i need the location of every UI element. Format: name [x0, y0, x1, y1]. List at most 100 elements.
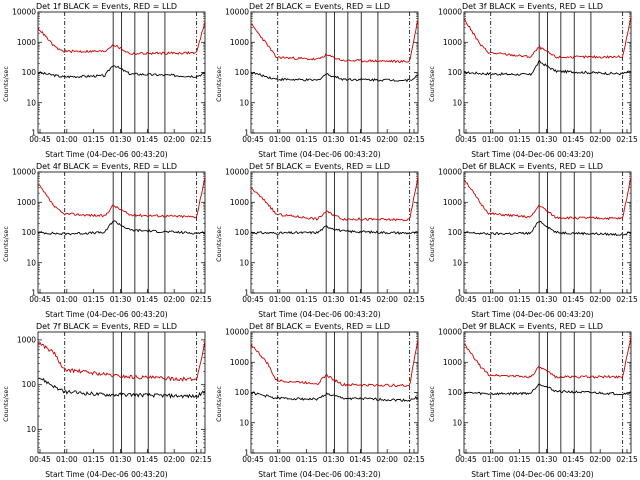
- x-tick-label: 01:30: [536, 295, 558, 304]
- x-tick-label: 00:45: [29, 135, 51, 144]
- y-tick-label: 100: [235, 68, 250, 77]
- lld-series-line: [250, 19, 419, 64]
- panel-plot: 1 10 100 1000 10000 00:45 01:00 01:15 01:30 01:45…: [225, 328, 425, 465]
- y-tick-label: 100: [448, 388, 463, 397]
- x-tick-label: 00:45: [29, 295, 51, 304]
- y-tick-label: 10: [239, 418, 249, 427]
- y-tick-label: 1: [244, 449, 249, 458]
- y-tick-label: 1000: [17, 198, 36, 207]
- x-tick-label: 00:45: [242, 135, 264, 144]
- y-tick-label: 10: [239, 258, 249, 267]
- y-tick-label: 1000: [230, 198, 249, 207]
- y-axis-label: Counts/sec: [215, 226, 223, 262]
- y-tick-label: 100: [235, 388, 250, 397]
- x-tick-label: 00:45: [242, 455, 264, 464]
- x-tick-label: 02:00: [589, 455, 611, 464]
- lld-series-line: [463, 16, 632, 59]
- x-axis-label: Start Time (04-Dec-06 00:43:20): [258, 150, 381, 159]
- lld-series-line: [250, 338, 419, 388]
- y-tick-label: 1: [31, 129, 36, 138]
- x-tick-label: 01:00: [482, 135, 504, 144]
- x-tick-label: 01:45: [350, 455, 372, 464]
- y-tick-label: 1: [244, 289, 249, 298]
- y-tick-label: 1: [457, 289, 462, 298]
- x-tick-label: 02:15: [403, 295, 425, 304]
- x-axis-label: Start Time (04-Dec-06 00:43:20): [45, 150, 168, 159]
- panel-title: Det 9f BLACK = Events, RED = LLD: [461, 322, 604, 331]
- y-tick-label: 10000: [438, 8, 462, 17]
- x-tick-label: 01:15: [296, 295, 318, 304]
- panel-plot: 1 10 100 1000 10000 00:45 01:00 01:15 01:30 01:45…: [438, 168, 638, 305]
- x-tick-label: 01:15: [296, 455, 318, 464]
- x-tick-label: 01:00: [56, 455, 78, 464]
- x-tick-label: 02:00: [163, 455, 185, 464]
- events-series-line: [250, 225, 419, 235]
- y-tick-label: 10000: [225, 168, 249, 177]
- events-series-line: [37, 377, 206, 399]
- x-tick-label: 02:00: [163, 135, 185, 144]
- x-tick-label: 01:15: [83, 455, 105, 464]
- x-tick-label: 01:15: [509, 135, 531, 144]
- y-axis-label: Counts/sec: [2, 386, 10, 422]
- y-tick-label: 10: [26, 98, 36, 107]
- x-tick-label: 02:00: [589, 135, 611, 144]
- panel-plot: 1 10 100 1000 10000 00:45 01:00 01:15 01:30 01:45…: [225, 168, 425, 305]
- y-tick-label: 1000: [230, 38, 249, 47]
- y-tick-label: 1: [31, 289, 36, 298]
- x-tick-label: 02:00: [376, 455, 398, 464]
- x-tick-label: 01:45: [137, 455, 159, 464]
- y-axis-label: Counts/sec: [428, 226, 436, 262]
- x-tick-label: 01:00: [56, 135, 78, 144]
- x-tick-label: 02:15: [403, 455, 425, 464]
- x-tick-label: 02:00: [376, 295, 398, 304]
- detector-panel: Det 7f BLACK = Events, RED = LLD 10 100 100…: [0, 320, 213, 480]
- panel-plot: 1 10 100 1000 10000 00:45 01:00 01:15 01:30 01:45…: [225, 8, 425, 145]
- detector-panel: Det 5f BLACK = Events, RED = LLD 1 10 100 10…: [213, 160, 426, 320]
- detector-panel: Det 1f BLACK = Events, RED = LLD 1 10 100 10…: [0, 0, 213, 160]
- lld-series-line: [463, 177, 632, 221]
- x-tick-label: 02:00: [589, 295, 611, 304]
- x-tick-label: 01:15: [83, 135, 105, 144]
- y-tick-label: 1000: [17, 335, 36, 344]
- x-tick-label: 00:45: [455, 455, 477, 464]
- x-tick-label: 01:00: [56, 295, 78, 304]
- x-tick-label: 01:00: [482, 455, 504, 464]
- y-tick-label: 100: [22, 380, 37, 389]
- x-tick-label: 01:45: [563, 455, 585, 464]
- y-tick-label: 10000: [12, 168, 36, 177]
- x-tick-label: 01:30: [110, 295, 132, 304]
- detector-panel: Det 4f BLACK = Events, RED = LLD 1 10 100 10…: [0, 160, 213, 320]
- y-tick-label: 1000: [443, 358, 462, 367]
- x-axis-label: Start Time (04-Dec-06 00:43:20): [45, 310, 168, 319]
- y-tick-label: 1: [244, 129, 249, 138]
- events-series-line: [37, 65, 206, 79]
- y-tick-label: 100: [448, 228, 463, 237]
- detector-panel: Det 3f BLACK = Events, RED = LLD 1 10 100 10…: [426, 0, 639, 160]
- x-tick-label: 01:15: [509, 295, 531, 304]
- panel-title: Det 6f BLACK = Events, RED = LLD: [461, 162, 604, 171]
- y-tick-label: 10000: [225, 8, 249, 17]
- x-tick-label: 02:15: [616, 295, 638, 304]
- x-tick-label: 00:45: [242, 295, 264, 304]
- x-tick-label: 02:15: [190, 135, 212, 144]
- x-tick-label: 02:00: [163, 295, 185, 304]
- x-tick-label: 01:15: [509, 455, 531, 464]
- y-tick-label: 10: [452, 258, 462, 267]
- detector-panel: Det 8f BLACK = Events, RED = LLD 1 10 100 10…: [213, 320, 426, 480]
- panel-plot: 1 10 100 1000 10000 00:45 01:00 01:15 01:30 01:45…: [12, 8, 212, 145]
- x-tick-label: 01:30: [110, 135, 132, 144]
- events-series-line: [250, 71, 419, 83]
- x-axis-label: Start Time (04-Dec-06 00:43:20): [258, 470, 381, 479]
- y-tick-label: 1: [457, 129, 462, 138]
- detector-panel: Det 9f BLACK = Events, RED = LLD 1 10 100 10…: [426, 320, 639, 480]
- x-tick-label: 02:15: [403, 135, 425, 144]
- panel-plot: 1 10 100 1000 10000 00:45 01:00 01:15 01:30 01:45…: [438, 8, 638, 145]
- events-series-line: [463, 383, 632, 396]
- x-tick-label: 01:15: [296, 135, 318, 144]
- x-tick-label: 01:45: [137, 135, 159, 144]
- y-tick-label: 100: [22, 68, 37, 77]
- events-series-line: [250, 391, 419, 402]
- y-tick-label: 10: [239, 98, 249, 107]
- panel-title: Det 2f BLACK = Events, RED = LLD: [248, 2, 391, 11]
